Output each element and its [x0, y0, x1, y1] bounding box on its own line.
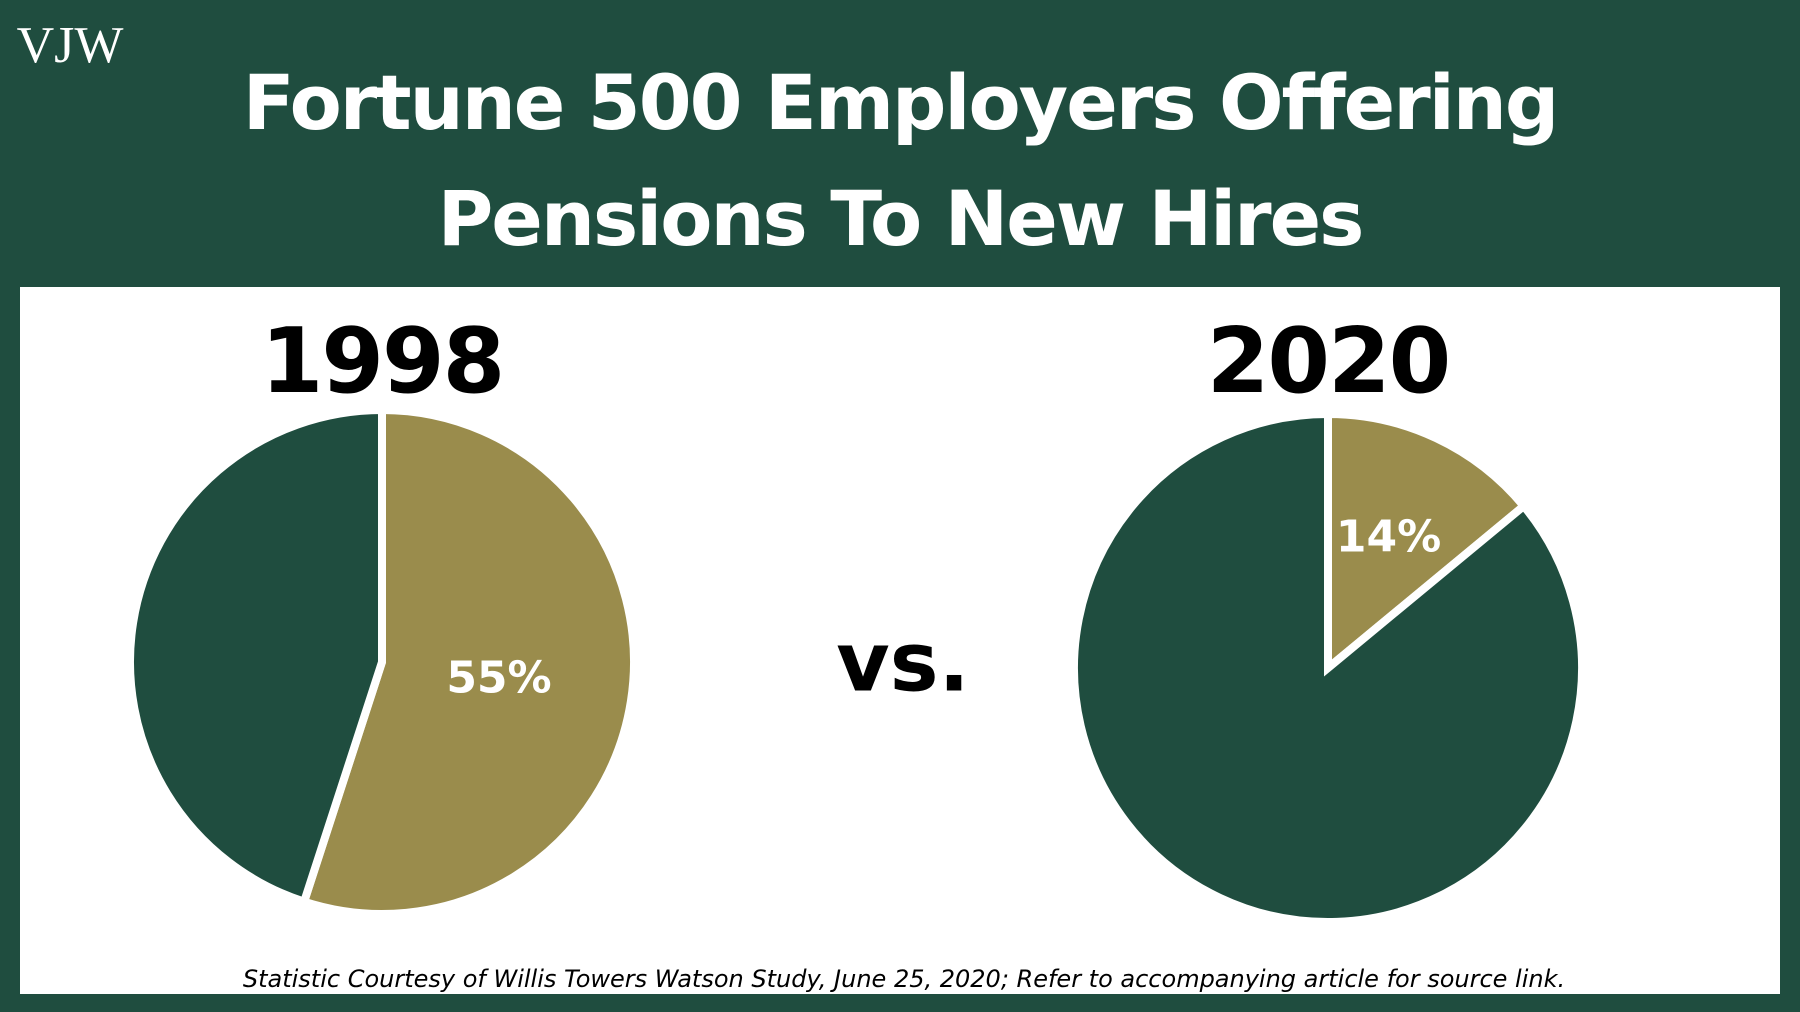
pie-slice: [1070, 409, 1586, 926]
value-label: 14%: [1336, 511, 1441, 562]
value-label: 55%: [446, 653, 551, 704]
pie-slice: [299, 405, 638, 918]
title-line: Pensions To New Hires: [438, 174, 1363, 263]
title-line: Fortune 500 Employers Offering: [243, 58, 1558, 147]
pie-slice: [1324, 409, 1530, 677]
footnote: Statistic Courtesy of Willis Towers Wats…: [243, 965, 1565, 993]
logo: VJW: [17, 17, 124, 74]
pie-title: 2020: [1207, 309, 1450, 414]
pie-title: 1998: [261, 309, 504, 414]
separator: vs.: [836, 615, 969, 710]
pie-slice: [126, 405, 386, 907]
